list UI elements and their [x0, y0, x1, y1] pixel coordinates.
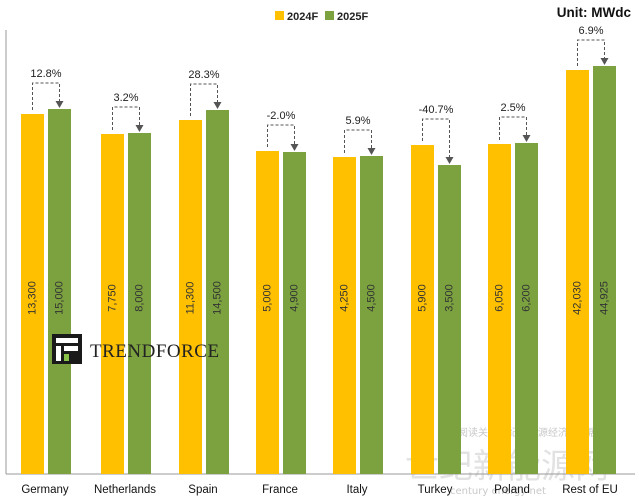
watermark-english-small: century energy net: [450, 486, 546, 497]
category-label-poland: Poland: [494, 484, 530, 496]
growth-connectors-group: 12.8% 3.2% 28.3% -2.0% 5.9% -40.7% 2.5% 6.9%: [30, 25, 609, 164]
bar-netherlands-2024f: [101, 134, 124, 474]
bar-rest-of-eu-2025f: [593, 66, 616, 474]
category-label-turkey: Turkey: [418, 484, 453, 496]
bar-value-label-italy-2024f: 4,250: [338, 284, 350, 312]
trendforce-logo-icon: [52, 334, 82, 364]
bar-value-label-rest-of-eu-2025f: 44,925: [598, 281, 610, 315]
bar-netherlands-2025f: [128, 133, 151, 474]
bar-germany-2025f: [48, 109, 71, 474]
category-label-rest-of-eu: Rest of EU: [562, 484, 618, 496]
bar-value-label-spain-2025f: 14,500: [211, 281, 223, 315]
bar-spain-2025f: [206, 110, 229, 474]
category-label-germany: Germany: [21, 484, 69, 496]
growth-label-netherlands: 3.2%: [113, 92, 138, 104]
growth-connector-germany: [32, 82, 60, 110]
trendforce-wordmark: TRENDFORCE: [90, 341, 220, 362]
growth-label-germany: 12.8%: [30, 68, 61, 80]
bar-france-2024f: [256, 151, 279, 474]
growth-label-france: -2.0%: [267, 110, 296, 122]
growth-connector-spain: [190, 83, 218, 116]
category-label-france: France: [262, 484, 298, 496]
bar-value-label-france-2024f: 5,000: [261, 284, 273, 312]
growth-arrow-rest-of-eu: [600, 58, 609, 65]
bar-poland-2024f: [488, 144, 511, 474]
bar-value-label-turkey-2025f: 3,500: [443, 284, 455, 312]
bar-value-label-netherlands-2025f: 8,000: [133, 284, 145, 312]
legend-label-2025f: 2025F: [337, 11, 368, 23]
bar-value-label-poland-2024f: 6,050: [493, 284, 505, 312]
bar-italy-2025f: [360, 156, 383, 474]
bar-spain-2024f: [179, 120, 202, 474]
bar-value-label-spain-2024f: 11,300: [184, 282, 196, 315]
bar-value-label-turkey-2024f: 5,900: [416, 284, 428, 312]
legend-swatch-2025f: [325, 11, 334, 20]
growth-label-rest-of-eu: 6.9%: [578, 25, 603, 37]
unit-label: Unit: MWdc: [557, 5, 632, 20]
legend-label-2024f: 2024F: [287, 11, 318, 23]
legend-swatch-2024f: [275, 11, 284, 20]
bar-value-label-rest-of-eu-2024f: 42,030: [571, 281, 583, 315]
growth-connector-rest-of-eu: [577, 39, 605, 66]
growth-connector-poland: [499, 116, 527, 140]
bar-turkey-2025f: [438, 165, 461, 474]
trendforce-logo: TRENDFORCE: [52, 334, 220, 364]
growth-label-poland: 2.5%: [500, 102, 525, 114]
bars-group: 13,300 15,000 7,750 8,000 11,300 14,500 5,000 4…: [21, 66, 616, 474]
growth-arrow-germany: [55, 101, 64, 108]
category-labels-group: Germany Netherlands Spain France Italy Turkey…: [21, 484, 617, 496]
legend: 2024F 2025F: [275, 11, 368, 23]
growth-connector-netherlands: [112, 106, 140, 130]
bar-value-label-italy-2025f: 4,500: [365, 284, 377, 312]
growth-arrow-netherlands: [135, 125, 144, 132]
growth-label-italy: 5.9%: [345, 115, 370, 127]
growth-connector-turkey: [422, 118, 450, 158]
growth-arrow-turkey: [445, 157, 454, 164]
bar-france-2025f: [283, 152, 306, 474]
growth-connector-france: [267, 124, 295, 147]
growth-connector-italy: [344, 129, 372, 153]
growth-arrow-spain: [213, 102, 222, 109]
bar-value-label-germany-2024f: 13,300: [26, 281, 38, 315]
category-label-italy: Italy: [346, 484, 367, 496]
bar-germany-2024f: [21, 114, 44, 474]
bar-poland-2025f: [515, 143, 538, 474]
category-label-spain: Spain: [188, 484, 217, 496]
bar-italy-2024f: [333, 157, 356, 474]
bar-value-label-poland-2025f: 6,200: [520, 284, 532, 312]
growth-label-turkey: -40.7%: [419, 104, 454, 116]
growth-label-spain: 28.3%: [188, 69, 219, 81]
bar-value-label-germany-2025f: 15,000: [53, 281, 65, 315]
growth-arrow-france: [290, 144, 299, 151]
bar-turkey-2024f: [411, 145, 434, 474]
growth-arrow-poland: [522, 135, 531, 142]
bar-rest-of-eu-2024f: [566, 70, 589, 474]
bar-value-label-france-2025f: 4,900: [288, 284, 300, 312]
category-label-netherlands: Netherlands: [94, 484, 156, 496]
bar-value-label-netherlands-2024f: 7,750: [106, 284, 118, 312]
growth-arrow-italy: [367, 148, 376, 155]
